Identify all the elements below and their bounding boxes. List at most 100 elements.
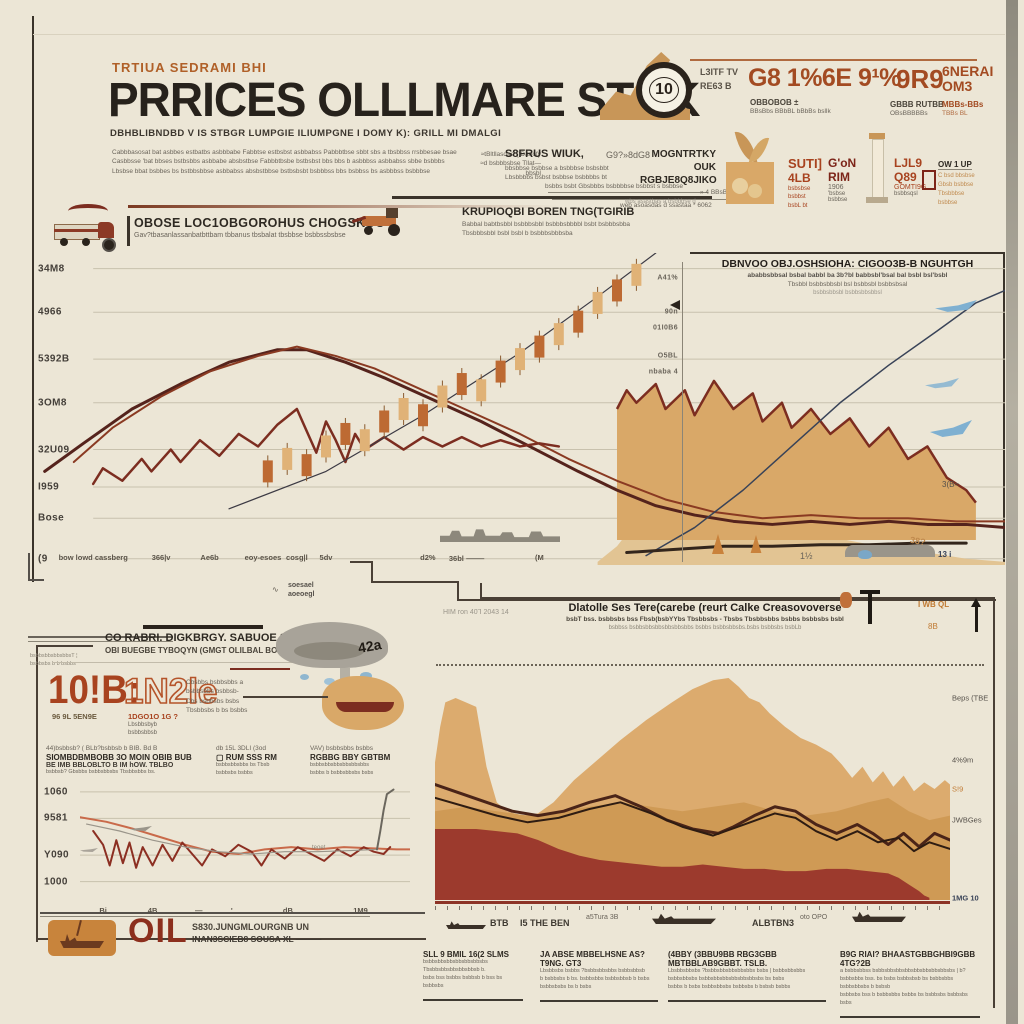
row2-rule2 <box>552 199 737 200</box>
row2-block3-line1: MOGNTRTKY OUK <box>651 149 716 173</box>
big-stat-1-cap: 96 9L 5EN9E <box>52 712 97 721</box>
stat-d-cap2: TBBs BL <box>942 110 968 117</box>
footer-col-head: JA ABSE MBBELHSNE AS?T9NG. GT3 <box>540 950 645 968</box>
ship-icon-2 <box>652 913 716 924</box>
main-y-tick: Bose <box>38 512 65 524</box>
lp-frame-bottom <box>36 938 426 940</box>
ship-icon-3 <box>852 911 906 922</box>
ship-icon-1 <box>446 921 486 929</box>
mini-annotation: teoet <box>312 845 326 851</box>
mini-y-tick: 1000 <box>44 876 68 888</box>
chart1-header-title: OBOSE LOC1OBGOROHUS CHOGSKOU <box>134 216 385 230</box>
truck-wheel-2 <box>82 238 90 246</box>
main-mid-tick: O5BL <box>657 352 678 360</box>
candle-body <box>282 447 293 470</box>
arrow-up-stem <box>974 606 978 632</box>
candle-body <box>495 360 506 383</box>
header-right-note: ≈tBltllasdae ()Danofy ≈d bsbbbsbse Tllat… <box>480 151 541 177</box>
mini-x-tick: 4B <box>147 906 158 915</box>
cloud-shadow <box>294 642 364 660</box>
row2-rule1 <box>548 192 708 193</box>
row2-rule-caption: web asoasdas d ssastaa * 6062 <box>620 202 712 209</box>
chart1-header2-sub2: Tbsbbbsbbl bsbl bsbl b bsbbbsbbbsba <box>462 230 573 237</box>
small-plane-icon-1 <box>130 826 152 831</box>
candle-body <box>515 348 525 371</box>
stat-gon-line3: 1906 <box>828 184 844 191</box>
oil-ship-icon <box>60 934 104 948</box>
chart-footnote2: aoeoegl <box>288 591 315 598</box>
pump-t-stem <box>868 594 872 624</box>
bottom-chart-title: Dlatolle Ses Tere(carebe (reurt Calke Cr… <box>568 602 842 614</box>
header-subtitle: DBHBLIBNDBD V IS STBGR LUMPGIE ILIUMPGNE… <box>110 128 502 139</box>
stat-sut-line2: 4LB <box>788 171 811 185</box>
bottom-right-tick: JWBGes <box>952 815 982 825</box>
tower-icon <box>862 133 898 209</box>
tractor-cab2 <box>386 208 398 218</box>
candle-body <box>573 310 584 333</box>
lp-small-rule <box>230 668 290 670</box>
bp-frame-right <box>993 597 995 1008</box>
mini-chart <box>80 788 410 883</box>
lp-col1-l3: BE IMB BBLOBLTO B IM hOW. TBLBO <box>46 762 174 770</box>
footer-col-head: SLL 9 BMIL 16(2 SLMS <box>423 950 509 959</box>
candle-body <box>359 429 370 452</box>
right-panel-sub2: Tbsbbl bsbbsbbsbl bsl bsbbsbl bsbbsbsal <box>787 281 908 288</box>
main-x-tick: 5dv <box>319 553 333 562</box>
footer-col-3: (4BBY (3BBU9BB RBG3GBB MBTBBLAB9GBBT. TS… <box>668 950 826 1002</box>
stat-gon: G'oN RIM 1906 'bsbse bsbbse <box>828 156 862 203</box>
bp-faint-label: HIM ron 40⅂ 2043 14 <box>443 609 509 616</box>
stat-a-line2: RE63 B <box>700 80 732 91</box>
candle-body <box>534 335 545 358</box>
bp-frame-top <box>480 597 995 599</box>
pct-label: 1½ <box>800 551 813 561</box>
candle-body <box>321 435 331 458</box>
main-x-tick: 36bl ⸻ <box>448 554 485 563</box>
stat-ljl-sub: bsbbsqsl <box>894 191 918 197</box>
stat-ljl-line1: LJL9 <box>894 156 923 170</box>
cone-icon-2 <box>750 535 762 553</box>
tractor-body <box>362 216 396 226</box>
stat-gon-line1: G'oN <box>828 156 857 170</box>
lp-col1-l1: 44)bsbbsb? ( BLb?bsbbsb b BIB. Bd B <box>46 745 158 752</box>
boat-shape <box>336 702 394 712</box>
main-x-tick: d2% <box>420 553 436 562</box>
bottom-chart-sub1: bsbT bss. bsbbsbs bss Fbsb(bsbYYbs Tbsbb… <box>566 616 844 623</box>
frame-left <box>32 16 34 582</box>
footer-col-1: SLL 9 BMIL 16(2 SLMS bsbbsbbsbbsbbsbbsbb… <box>423 950 523 1001</box>
mini-y-axis: 1060 9581 Y090 1000 <box>44 785 76 900</box>
truck-stripe <box>54 229 98 232</box>
lp-desc: Cbsbbs bsbbsbbs a bsbbsbbs bsbbsb- Cbs b… <box>186 679 248 715</box>
lp-col3: VAV) bsbbsbbs bsbbs RGBBG BBY GBTBM bsbb… <box>310 744 422 778</box>
arc-line <box>43 348 1005 530</box>
main-x-tick: 366|v <box>151 553 171 562</box>
mini-x-tick: ' <box>230 906 233 915</box>
lp-dark-rule <box>243 696 328 698</box>
main-y-tick: 34M8 <box>38 263 65 275</box>
lp-col1-l4: bsbbsb? Gbsbbs bsbbsbbsbs Tbsbbsbbs bs. <box>46 769 156 776</box>
stat-b-cap2: BBsBbs BBbBL bBbBs bsllk <box>750 108 831 115</box>
lp-deco-line1 <box>28 636 173 638</box>
mountain-area <box>617 380 976 541</box>
stat-sut-line1: SUTI] <box>788 156 822 171</box>
stat-c-value: 9R9 <box>896 64 944 94</box>
oil-line1: S830.JUNGMLOURGNB UN <box>192 922 310 932</box>
stat-ow-sub: C bsd bbsbse Gbsb bsbbse Tbsbbbse bsbbse <box>938 173 975 206</box>
plane-icon-1 <box>935 300 977 312</box>
label-13i: 13 i <box>938 550 952 559</box>
main-mid-tick: 01I0B6 <box>653 324 678 332</box>
truck-cab <box>98 222 114 238</box>
stat-a-line1: L3ITF TV <box>700 67 738 77</box>
row2-rule-tail: » 4 BBsB <box>700 189 728 196</box>
tower-column <box>872 139 884 199</box>
dark-line-upper <box>435 783 950 849</box>
right-panel-sub1: ababbsbbsal bsbal babbl ba 3b?bl babbsbl… <box>747 272 948 279</box>
lp-footer-rule2 <box>40 916 370 917</box>
header-paragraph: Cabbbasosat bat asbbes estbatbs asbbbabe… <box>112 149 457 175</box>
candle-body <box>456 373 467 396</box>
candle-body <box>379 410 390 433</box>
lp-col2-l2: ▢ RUM SSS RM <box>216 753 277 763</box>
stat-b-cap1: OBBOBOB ± <box>750 98 799 107</box>
stat-d: 6NERAI OM3 <box>942 63 993 95</box>
row2-block3: MOGNTRTKY OUK RGBJE8Q8JIKO <box>640 148 717 187</box>
tower-cap <box>869 133 885 139</box>
